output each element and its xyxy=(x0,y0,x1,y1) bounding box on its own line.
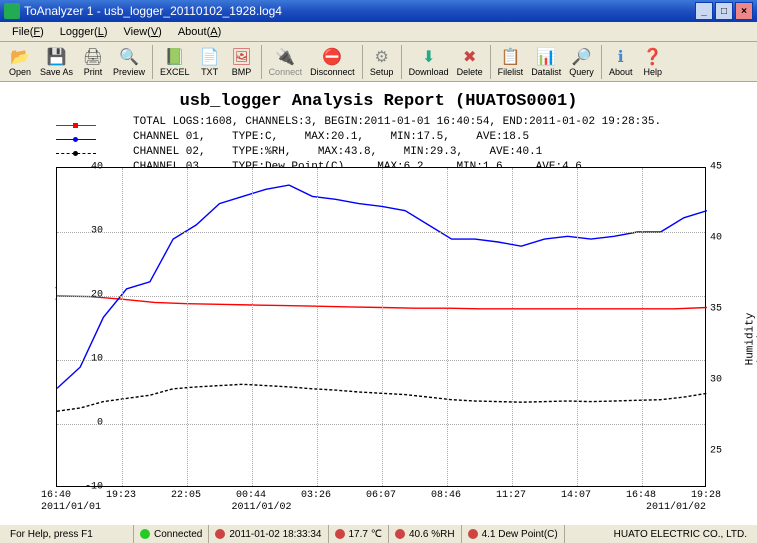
menu-item[interactable]: File(F) xyxy=(4,24,52,40)
legend xyxy=(56,118,100,160)
menubar: File(F)Logger(L)View(V)About(A) xyxy=(0,22,757,42)
status-time: 2011-01-02 18:33:34 xyxy=(209,525,328,543)
toolbar-bmp-button[interactable]: 🖼BMP xyxy=(226,46,258,78)
titlebar: ToAnalyzer 1 - usb_logger_20110102_1928.… xyxy=(0,0,757,22)
setup-icon: ⚙ xyxy=(372,47,392,67)
query-icon: 🔎 xyxy=(571,47,591,67)
toolbar-query-button[interactable]: 🔎Query xyxy=(565,46,598,78)
chart-area: usb_logger Analysis Report (HUATOS0001) … xyxy=(0,82,757,524)
excel-icon: 📗 xyxy=(165,47,185,67)
toolbar-connect-button: 🔌Connect xyxy=(265,46,307,78)
preview-icon: 🔍 xyxy=(119,47,139,67)
maximize-button[interactable]: □ xyxy=(715,2,733,20)
status-dew: 4.1 Dew Point(C) xyxy=(462,525,565,543)
status-connected: Connected xyxy=(134,525,209,543)
chart-title: usb_logger Analysis Report (HUATOS0001) xyxy=(8,86,749,111)
toolbar: 📂Open💾Save As🖨Print🔍Preview📗EXCEL📄TXT🖼BM… xyxy=(0,42,757,82)
toolbar-filelist-button[interactable]: 📋Filelist xyxy=(494,46,528,78)
window-title: ToAnalyzer 1 - usb_logger_20110102_1928.… xyxy=(24,4,693,18)
toolbar-save-as-button[interactable]: 💾Save As xyxy=(36,46,77,78)
bmp-icon: 🖼 xyxy=(232,47,252,67)
status-rh: 40.6 %RH xyxy=(389,525,462,543)
download-icon: ⬇ xyxy=(419,47,439,67)
status-help: For Help, press F1 xyxy=(4,525,134,543)
toolbar-datalist-button[interactable]: 📊Datalist xyxy=(527,46,565,78)
open-icon: 📂 xyxy=(10,47,30,67)
disconnect-icon: ⛔ xyxy=(322,47,342,67)
print-icon: 🖨 xyxy=(83,47,103,67)
plot-area[interactable] xyxy=(56,167,706,487)
statusbar: For Help, press F1 Connected 2011-01-02 … xyxy=(0,524,757,543)
status-company: HUATO ELECTRIC CO., LTD. xyxy=(565,525,753,543)
close-button[interactable]: × xyxy=(735,2,753,20)
toolbar-download-button[interactable]: ⬇Download xyxy=(405,46,453,78)
app-icon xyxy=(4,3,20,19)
filelist-icon: 📋 xyxy=(500,47,520,67)
status-temp: 17.7 ℃ xyxy=(329,525,389,543)
toolbar-open-button[interactable]: 📂Open xyxy=(4,46,36,78)
y-axis-right-label: Humidity (%RH) xyxy=(744,313,757,366)
toolbar-disconnect-button[interactable]: ⛔Disconnect xyxy=(306,46,359,78)
txt-icon: 📄 xyxy=(200,47,220,67)
toolbar-print-button[interactable]: 🖨Print xyxy=(77,46,109,78)
toolbar-excel-button[interactable]: 📗EXCEL xyxy=(156,46,194,78)
toolbar-help-button[interactable]: ❓Help xyxy=(637,46,669,78)
toolbar-preview-button[interactable]: 🔍Preview xyxy=(109,46,149,78)
toolbar-txt-button[interactable]: 📄TXT xyxy=(194,46,226,78)
minimize-button[interactable]: _ xyxy=(695,2,713,20)
datalist-icon: 📊 xyxy=(536,47,556,67)
toolbar-setup-button[interactable]: ⚙Setup xyxy=(366,46,398,78)
toolbar-delete-button[interactable]: ✖Delete xyxy=(453,46,487,78)
delete-icon: ✖ xyxy=(460,47,480,67)
menu-item[interactable]: View(V) xyxy=(116,24,170,40)
help-icon: ❓ xyxy=(643,47,663,67)
save as-icon: 💾 xyxy=(47,47,67,67)
menu-item[interactable]: About(A) xyxy=(170,24,229,40)
connect-icon: 🔌 xyxy=(275,47,295,67)
menu-item[interactable]: Logger(L) xyxy=(52,24,116,40)
toolbar-about-button[interactable]: ℹAbout xyxy=(605,46,637,78)
about-icon: ℹ xyxy=(611,47,631,67)
